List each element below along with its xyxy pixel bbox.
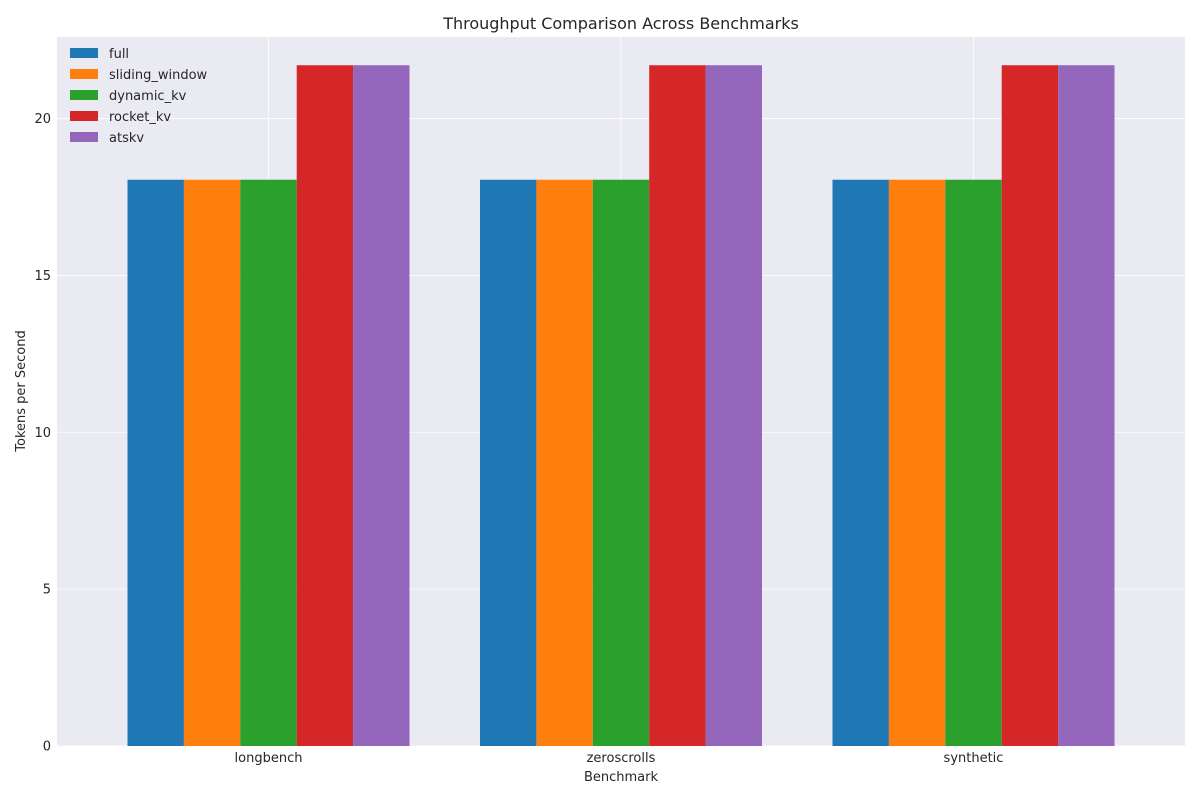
legend-label-dynamic_kv: dynamic_kv [109,89,187,104]
y-tick-label: 0 [43,740,51,755]
bar-dynamic_kv-zeroscrolls [592,179,650,746]
bar-rocket_kv-longbench [296,65,354,747]
legend-label-rocket_kv: rocket_kv [109,110,171,125]
bar-atskv-synthetic [1058,65,1115,747]
bar-dynamic_kv-synthetic [945,179,1002,746]
bar-rocket_kv-zeroscrolls [649,65,706,747]
legend-swatch-dynamic_kv [70,90,98,100]
legend-swatch-rocket_kv [70,111,98,121]
bar-sliding_window-longbench [183,179,241,746]
bar-full-synthetic [832,179,889,746]
bar-full-zeroscrolls [480,179,537,746]
legend-swatch-sliding_window [70,69,98,79]
bar-atskv-longbench [353,65,410,747]
chart-title: Throughput Comparison Across Benchmarks [442,14,799,33]
bar-rocket_kv-synthetic [1001,65,1059,747]
x-tick-label: longbench [235,751,303,766]
legend-label-sliding_window: sliding_window [109,68,208,83]
x-axis-label: Benchmark [584,770,659,785]
y-tick-label: 15 [34,269,51,284]
y-tick-label: 10 [34,426,51,441]
x-tick-label: zeroscrolls [587,751,656,766]
legend-label-full: full [109,47,129,62]
y-tick-label: 20 [34,112,51,127]
legend-label-atskv: atskv [109,131,144,146]
y-tick-label: 5 [43,583,51,598]
y-axis-label: Tokens per Second [14,330,29,452]
bar-atskv-zeroscrolls [705,65,762,747]
bar-full-longbench [127,179,184,746]
legend-swatch-atskv [70,132,98,142]
x-tick-label: synthetic [944,751,1004,766]
bar-sliding_window-zeroscrolls [536,179,593,746]
legend-swatch-full [70,48,98,58]
bar-sliding_window-synthetic [888,179,946,746]
bar-dynamic_kv-longbench [240,179,297,746]
